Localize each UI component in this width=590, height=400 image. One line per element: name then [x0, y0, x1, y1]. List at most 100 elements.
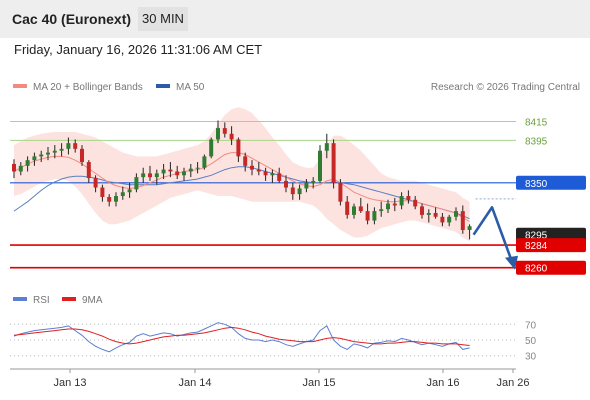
candle-body — [209, 139, 214, 157]
candle-body — [195, 167, 200, 169]
support-label-8260: 8260 — [525, 264, 548, 275]
candle-body — [32, 156, 37, 161]
candle-59 — [413, 196, 418, 210]
candle-body — [433, 213, 438, 217]
candle-body — [80, 148, 84, 163]
bollinger-band-layer — [14, 107, 470, 242]
candle-body — [311, 180, 316, 183]
candle-body — [236, 139, 241, 157]
ma9-legend-label: 9MA — [82, 295, 103, 306]
candle-body — [324, 143, 329, 151]
candle-body — [93, 178, 98, 188]
candle-body — [161, 169, 166, 174]
candle-body — [141, 173, 146, 178]
rsi-panel: 70 50 30 — [10, 320, 537, 363]
candle-body — [277, 173, 282, 181]
candle-body — [168, 169, 173, 172]
candle-34 — [243, 152, 248, 172]
candle-body — [182, 171, 186, 176]
candle-body — [250, 165, 254, 170]
candle-53 — [372, 207, 377, 225]
candle-52 — [365, 203, 370, 225]
candle-body — [467, 226, 472, 230]
candle-43 — [304, 179, 309, 193]
candle-body — [120, 192, 125, 197]
candle-19 — [141, 167, 146, 183]
rsi-tick-50: 50 — [525, 336, 537, 347]
pivot-label: 8350 — [525, 179, 548, 190]
candle-body — [460, 211, 465, 230]
candle-5 — [46, 146, 50, 161]
candle-40 — [284, 175, 288, 193]
copyright-text: Research © 2026 Trading Central — [431, 82, 580, 93]
candle-body — [52, 150, 57, 153]
candle-body — [352, 206, 356, 215]
candle-7 — [59, 143, 64, 157]
timeframe-badge[interactable]: 30 MIN — [138, 7, 188, 31]
support-label-8284: 8284 — [525, 241, 548, 252]
candle-18 — [134, 173, 139, 193]
candle-6 — [52, 145, 57, 159]
instrument-title: Cac 40 (Euronext) — [12, 11, 132, 27]
candle-33 — [236, 137, 241, 163]
candle-29 — [209, 137, 214, 159]
candle-0 — [12, 159, 16, 179]
support-label-box-8284 — [516, 238, 586, 253]
candle-body — [263, 171, 268, 176]
candle-body — [318, 150, 322, 181]
candle-17 — [127, 182, 132, 198]
candle-body — [73, 143, 78, 149]
candle-14 — [107, 194, 112, 207]
candle-body — [18, 165, 23, 172]
rsi-tick-70: 70 — [525, 320, 537, 331]
rsi-legend-label: RSI — [33, 295, 50, 306]
candle-body — [202, 156, 207, 168]
candle-50 — [352, 203, 356, 219]
candle-11 — [86, 160, 91, 183]
candle-23 — [168, 162, 173, 178]
candle-51 — [358, 197, 363, 214]
candle-36 — [256, 162, 261, 176]
x-label-1: Jan 14 — [178, 377, 211, 389]
candle-body — [386, 203, 390, 210]
rsi-legend-swatch — [13, 297, 27, 301]
candle-body — [284, 180, 288, 188]
candle-38 — [270, 169, 275, 183]
candle-body — [256, 169, 261, 172]
candle-body — [114, 196, 118, 202]
candle-44 — [311, 177, 316, 189]
candle-body — [134, 177, 139, 190]
resistance-label-8395: 8395 — [525, 136, 548, 147]
timestamp: Friday, January 16, 2026 11:31:06 AM CET — [14, 42, 263, 57]
candle-body — [216, 128, 220, 140]
candle-26 — [188, 163, 193, 178]
candle-4 — [39, 150, 44, 163]
candle-20 — [148, 165, 152, 181]
candle-49 — [345, 196, 350, 219]
rsi-ma-line — [13, 326, 470, 346]
candle-body — [46, 152, 50, 155]
candle-body — [331, 143, 336, 183]
ma50-legend-swatch — [156, 84, 170, 88]
projection-arrow — [472, 206, 518, 270]
candle-32 — [229, 126, 234, 146]
candle-body — [399, 196, 404, 206]
candle-10 — [80, 145, 84, 166]
ma50-legend-label: MA 50 — [176, 82, 205, 93]
candle-body — [447, 216, 452, 223]
candle-body — [100, 187, 105, 197]
last-price-label: 8295 — [525, 231, 548, 242]
candle-64 — [447, 214, 452, 227]
candle-35 — [250, 160, 254, 176]
candle-1 — [18, 162, 23, 176]
candle-55 — [386, 199, 390, 214]
candle-54 — [379, 201, 384, 217]
candle-body — [290, 187, 295, 195]
x-label-2: Jan 15 — [302, 377, 335, 389]
rsi-tick-30: 30 — [525, 352, 537, 363]
candle-body — [413, 199, 418, 207]
candle-58 — [406, 190, 411, 204]
candle-67 — [467, 224, 472, 240]
candle-61 — [426, 209, 431, 223]
